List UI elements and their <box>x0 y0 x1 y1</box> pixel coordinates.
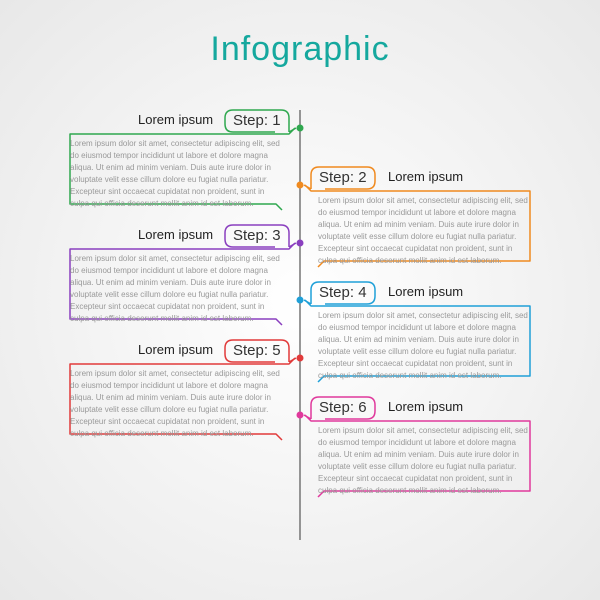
step-body-6: Lorem ipsum dolor sit amet, consectetur … <box>318 425 530 495</box>
step-heading-4: Lorem ipsum <box>388 284 463 299</box>
step-label-3: Step: 3 <box>233 227 281 244</box>
step-heading-5: Lorem ipsum <box>138 342 213 357</box>
step-heading-6: Lorem ipsum <box>388 399 463 414</box>
step-body-3: Lorem ipsum dolor sit amet, consectetur … <box>70 253 282 323</box>
page-title: Infographic <box>0 0 600 69</box>
step-body-4: Lorem ipsum dolor sit amet, consectetur … <box>318 310 530 380</box>
step-body-5: Lorem ipsum dolor sit amet, consectetur … <box>70 368 282 438</box>
step-label-4: Step: 4 <box>319 284 367 301</box>
step-heading-3: Lorem ipsum <box>138 227 213 242</box>
step-label-1: Step: 1 <box>233 112 281 129</box>
step-label-6: Step: 6 <box>319 399 367 416</box>
step-body-1: Lorem ipsum dolor sit amet, consectetur … <box>70 138 282 208</box>
step-label-5: Step: 5 <box>233 342 281 359</box>
step-body-2: Lorem ipsum dolor sit amet, consectetur … <box>318 195 530 265</box>
step-heading-1: Lorem ipsum <box>138 112 213 127</box>
step-heading-2: Lorem ipsum <box>388 169 463 184</box>
step-label-2: Step: 2 <box>319 169 367 186</box>
